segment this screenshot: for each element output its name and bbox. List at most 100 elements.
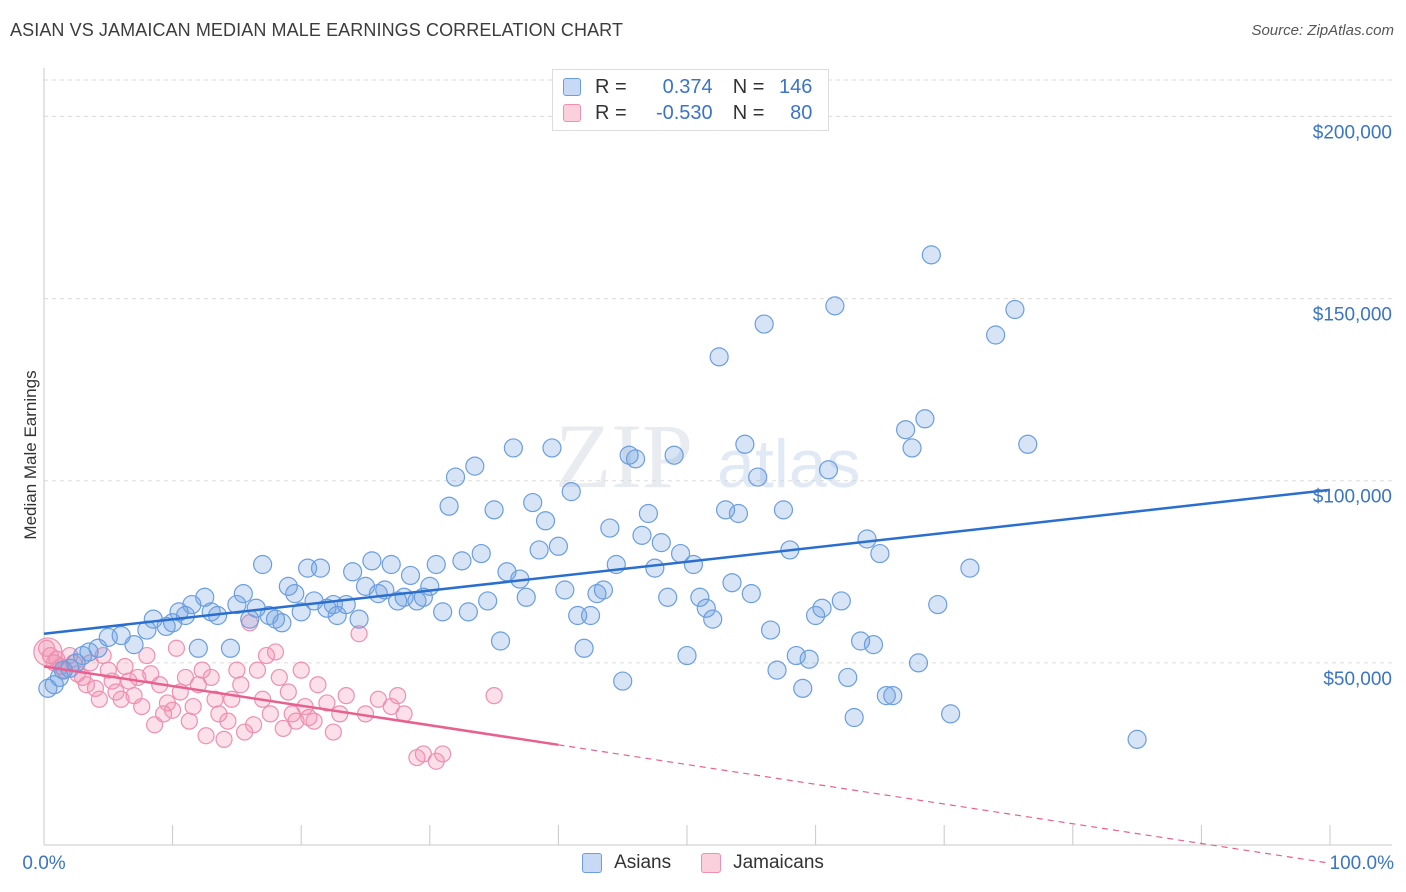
asian-point — [651, 533, 671, 553]
watermark: ZIP atlas — [555, 405, 861, 507]
jamaican-point — [245, 716, 263, 734]
asian-point — [1127, 729, 1147, 749]
jamaican-point — [90, 690, 108, 708]
jamaican-point — [261, 705, 279, 723]
axes — [43, 68, 1392, 846]
asian-n-value: 146 — [779, 75, 813, 98]
stats-row-jamaicans: R = -0.530 N = 80 — [563, 100, 812, 126]
tick-labels: $50,000 $100,000 $150,000 $200,000 0.0% 100.0… — [22, 122, 1394, 874]
asian-point — [220, 638, 241, 658]
asian-point — [227, 594, 247, 615]
asian-r-value: 0.374 — [662, 75, 713, 98]
jamaican-point — [305, 712, 323, 730]
jamaican-point — [167, 639, 186, 657]
asian-point — [478, 591, 498, 611]
stats-legend: R = 0.374 N = 146 R = -0.530 N = 80 — [552, 69, 829, 131]
asian-point — [921, 245, 941, 265]
jamaican-point — [369, 690, 387, 708]
legend-item-asians[interactable]: Asians — [582, 852, 671, 874]
chart-title: ASIAN VS JAMAICAN MEDIAN MALE EARNINGS C… — [10, 20, 624, 40]
asian-point — [786, 645, 806, 666]
asian-point — [285, 584, 305, 604]
jamaican-point — [318, 694, 336, 712]
jamaican-point — [414, 745, 432, 763]
jamaican-point — [331, 705, 349, 723]
jamaican-point — [485, 687, 503, 705]
x-tick-label-min: 0.0% — [22, 853, 65, 874]
asian-point — [715, 500, 736, 520]
jamaican-point — [197, 727, 215, 745]
asian-point — [529, 540, 549, 560]
asian-point — [844, 707, 864, 728]
asian-point — [760, 620, 781, 640]
asian-point — [555, 580, 575, 600]
legend-asian-swatch — [582, 853, 603, 873]
asian-point — [400, 565, 421, 586]
asian-point — [445, 467, 466, 487]
asian-point — [433, 602, 453, 622]
asian-point — [754, 314, 774, 334]
asian-point — [728, 503, 749, 524]
jamaican-point — [112, 690, 130, 708]
asian-point — [638, 503, 659, 524]
asian-point — [709, 347, 729, 367]
asian-point — [677, 645, 697, 666]
asian-point — [265, 609, 286, 629]
jamaican-n-label: N = — [732, 101, 765, 124]
jamaican-point — [382, 697, 400, 716]
asian-point — [426, 554, 446, 575]
legend-asians-label: Asians — [614, 852, 672, 873]
jamaican-r-value: -0.530 — [655, 101, 713, 124]
asian-point — [388, 591, 408, 611]
jamaican-point — [210, 705, 228, 723]
asian-point — [580, 605, 601, 626]
jamaican-point — [266, 643, 285, 661]
asian-point — [690, 587, 710, 607]
jamaican-point — [248, 661, 267, 679]
asian-point — [664, 445, 684, 465]
jamaican-point — [292, 661, 310, 679]
gridlines — [44, 79, 1392, 664]
asian-point — [831, 591, 851, 611]
asian-point — [613, 671, 633, 691]
jamaican-point — [287, 712, 305, 730]
asian-point — [741, 584, 761, 604]
asian-point — [896, 420, 916, 440]
asian-point — [658, 587, 678, 607]
asian-point — [625, 449, 646, 469]
asian-point — [484, 500, 504, 520]
asian-point — [381, 554, 401, 575]
asian-point — [908, 653, 929, 673]
asian-point — [175, 605, 196, 626]
asian-point — [799, 649, 819, 669]
asian-n-label: N = — [732, 75, 765, 98]
y-axis-label: Median Male Earnings — [21, 370, 40, 539]
asian-point — [587, 584, 607, 604]
jamaican-point — [274, 719, 292, 738]
jamaican-points — [33, 614, 503, 770]
asian-point — [272, 613, 292, 633]
jamaican-point — [389, 687, 407, 705]
asian-point — [632, 525, 652, 545]
jamaican-point — [184, 697, 202, 716]
jamaican-point — [193, 661, 211, 679]
jamaican-swatch — [563, 104, 581, 122]
asian-point — [773, 500, 794, 520]
jamaican-trend-line — [43, 665, 559, 747]
asian-point — [619, 445, 639, 465]
asian-point — [696, 598, 716, 618]
asian-point — [902, 438, 922, 458]
legend-item-jamaicans[interactable]: Jamaicans — [701, 852, 824, 874]
asian-point — [1005, 299, 1025, 320]
asian-point — [767, 660, 787, 680]
jamaican-point — [309, 676, 327, 694]
asian-point — [561, 482, 581, 502]
asian-point — [362, 551, 382, 571]
asian-point — [870, 543, 890, 564]
asian-point — [857, 529, 877, 549]
asian-point — [748, 467, 768, 487]
asian-trend-line — [43, 488, 1331, 635]
asian-point — [793, 678, 813, 698]
asian-point — [542, 438, 562, 458]
